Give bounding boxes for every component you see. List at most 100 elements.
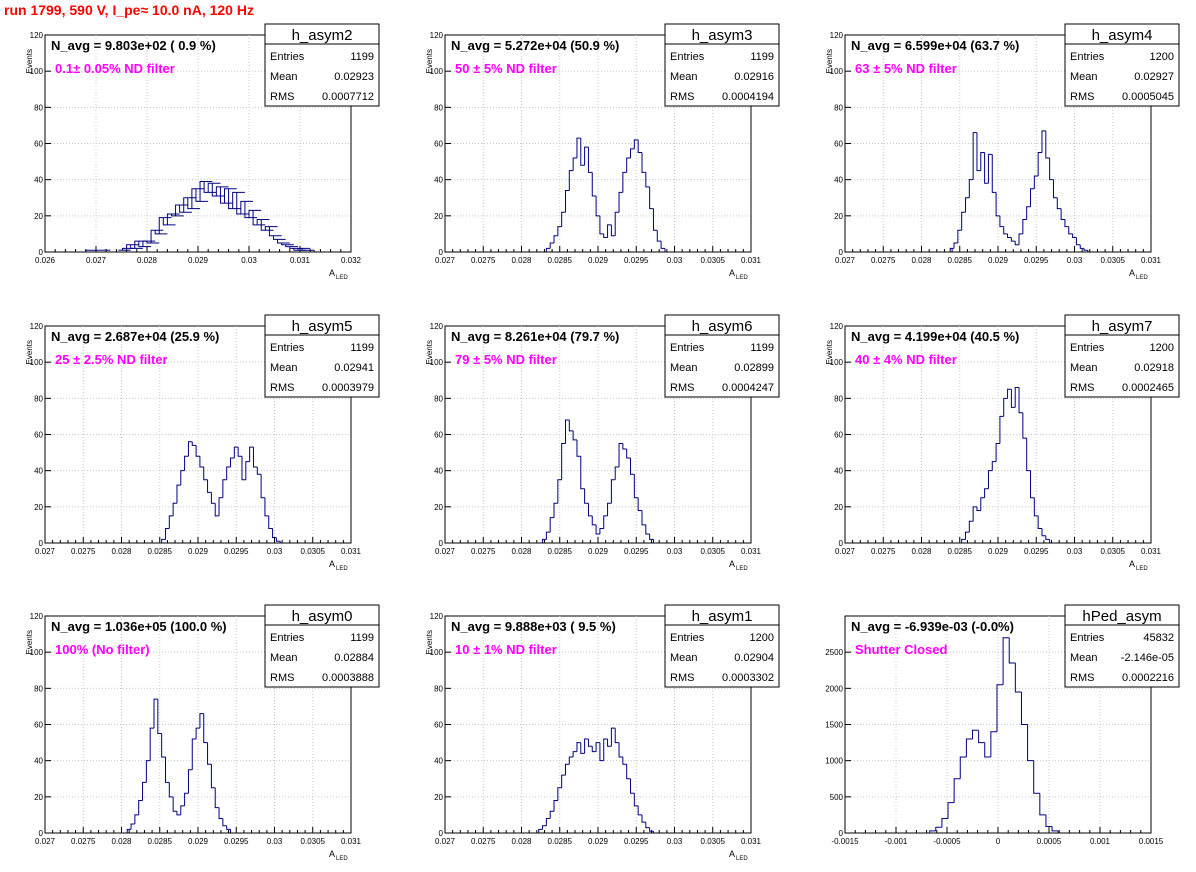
stat-value: 1199 <box>750 51 774 63</box>
histogram-bin <box>1072 233 1077 239</box>
y-tick-label: 100 <box>430 358 444 367</box>
stat-value: 0.02904 <box>734 652 774 664</box>
histogram-bin <box>172 796 177 812</box>
histogram-bin <box>218 497 223 516</box>
histogram-bin <box>272 528 277 539</box>
histogram-bin <box>587 147 593 173</box>
x-axis-label-subscript: LED <box>1136 566 1148 572</box>
histogram-bin <box>233 446 239 459</box>
histogram-panel-h_asym5: 0.027 0.0275 0.028 0.0285 0.029 0.0295 0.03 0.0… <box>25 314 380 572</box>
y-tick-label: 60 <box>34 431 43 440</box>
x-axis-label-subscript: LED <box>736 275 748 281</box>
histogram-bin <box>637 139 642 154</box>
histogram-bin <box>959 756 967 779</box>
x-tick-label: 0.027 <box>435 256 456 265</box>
stat-label: RMS <box>270 672 294 684</box>
histogram-bin <box>996 684 1004 732</box>
y-axis-label: Events <box>425 630 434 654</box>
histogram-bin <box>618 742 623 758</box>
y-tick-label: 100 <box>30 648 44 657</box>
stats-box <box>264 334 380 398</box>
histogram-bin <box>1083 248 1088 251</box>
histogram-bin <box>226 466 231 480</box>
histogram-bin <box>645 822 650 829</box>
stat-label: Entries <box>270 342 305 354</box>
x-tick-label: 0.03 <box>667 837 683 846</box>
histogram-bin <box>1045 130 1050 159</box>
histogram-bin <box>622 757 627 765</box>
stat-value: 0.0003888 <box>322 672 374 684</box>
y-tick-label: 0 <box>39 539 44 548</box>
histogram-bin <box>191 441 197 446</box>
navg-label: N_avg = 4.199e+04 (40.5 %) <box>851 329 1019 344</box>
histogram-bin <box>268 226 282 237</box>
histogram-bin <box>301 248 315 251</box>
run-title: run 1799, 590 V, I_pe≈ 10.0 nA, 120 Hz <box>4 2 254 18</box>
stat-value: 0.02941 <box>334 362 374 374</box>
filter-annotation: 0.1± 0.05% ND filter <box>55 61 175 76</box>
histogram-bin <box>1026 206 1031 220</box>
histogram-bin <box>591 172 597 197</box>
x-tick-label: -0.0005 <box>933 837 961 846</box>
navg-label: N_avg = 8.261e+04 (79.7 %) <box>451 329 619 344</box>
histogram-name: hPed_asym <box>1082 608 1161 625</box>
histogram-bin <box>1014 241 1020 246</box>
y-tick-label: 40 <box>834 467 843 476</box>
histogram-bin <box>180 470 185 486</box>
x-tick-label: 0.0275 <box>471 837 496 846</box>
x-tick-label: 0.028 <box>911 256 932 265</box>
x-tick-label: 0.0305 <box>301 547 326 556</box>
stat-label: RMS <box>1070 672 1094 684</box>
y-tick-label: 60 <box>34 721 43 730</box>
histogram-bin <box>549 517 555 533</box>
histogram-name: h_asym0 <box>292 608 353 625</box>
histogram-bin <box>184 455 189 471</box>
histogram-bin <box>256 467 262 475</box>
histogram-bin <box>199 456 204 468</box>
y-tick-label: 40 <box>34 176 43 185</box>
histogram-bin <box>85 249 99 252</box>
histogram-bin <box>978 730 985 744</box>
histogram-bin <box>564 190 570 213</box>
histogram-bin <box>126 828 132 833</box>
histogram-bin <box>995 192 1000 217</box>
x-tick-label: 0.027 <box>435 837 456 846</box>
histogram-bin <box>614 211 620 236</box>
histogram-bin <box>256 218 270 225</box>
histogram-bin <box>576 439 581 457</box>
histogram-bin <box>999 415 1004 444</box>
x-tick-label: 0.0305 <box>701 837 726 846</box>
histogram-bin <box>929 830 936 833</box>
x-tick-label: 0.03 <box>1067 256 1083 265</box>
histogram-bin <box>961 211 966 231</box>
histogram-bin <box>976 132 981 172</box>
histogram-bin <box>222 818 227 827</box>
histogram-bin <box>214 787 220 809</box>
x-tick-label: 0.03 <box>267 837 283 846</box>
y-tick-label: 20 <box>34 503 43 512</box>
x-tick-label: 0.03 <box>1067 547 1083 556</box>
navg-label: N_avg = 9.803e+02 ( 0.9 %) <box>51 38 216 53</box>
y-tick-label: 20 <box>434 793 443 802</box>
stat-label: Mean <box>270 362 298 374</box>
histogram-bin <box>1026 438 1031 472</box>
filter-annotation: 79 ± 5% ND filter <box>455 352 557 367</box>
histogram-bin <box>1030 188 1035 207</box>
y-tick-label: 20 <box>834 503 843 512</box>
histogram-bin <box>999 215 1004 228</box>
y-tick-label: 60 <box>834 431 843 440</box>
x-tick-label: -0.0015 <box>831 837 859 846</box>
histogram-bin <box>935 826 942 831</box>
stat-label: Mean <box>270 652 298 664</box>
histogram-bin <box>626 448 631 459</box>
histogram-bin <box>130 244 143 249</box>
histogram-bin <box>179 204 192 213</box>
histogram-bin <box>230 457 235 468</box>
histogram-bin <box>995 443 1000 462</box>
y-axis-label: Events <box>825 49 834 73</box>
histogram-bin <box>572 430 577 441</box>
y-tick-label: 80 <box>34 103 43 112</box>
histogram-bin <box>195 188 209 202</box>
histogram-panel-hPed_asym: -0.0015 -0.001 -0.0005 0 0.0005 0.001 0.0015 0 5… <box>825 604 1180 846</box>
histogram-bin <box>972 132 977 180</box>
